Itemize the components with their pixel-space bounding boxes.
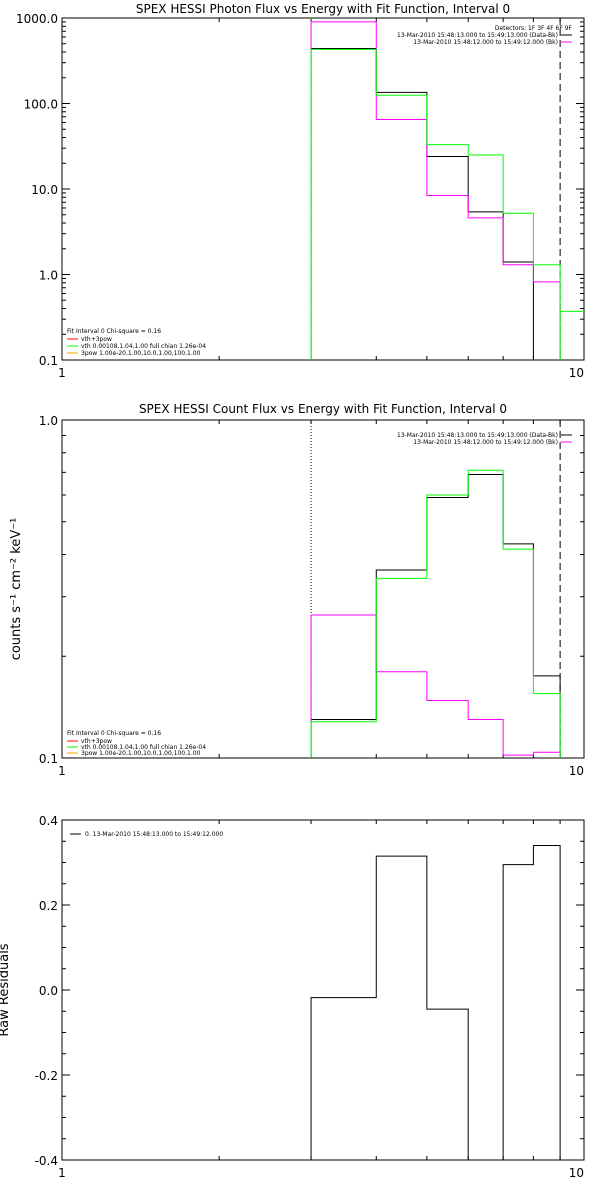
series-1-step-line bbox=[310, 614, 561, 758]
x-tick-label: 1 bbox=[58, 1166, 66, 1180]
y-tick-label: 0.0 bbox=[39, 984, 58, 998]
legend-bottom: Fit Interval 0 Chi-square = 0.16 vth+3po… bbox=[67, 328, 206, 357]
y-tick-label: 1.0 bbox=[39, 414, 58, 428]
legend-top: 13-Mar-2010 15:48:13.000 to 15:49:13.000… bbox=[397, 432, 572, 446]
legend-3pow: 3pow 1.00e-20,1.00,10.0,1.00,100,1.00 bbox=[81, 350, 201, 357]
y-tick-label: -0.2 bbox=[35, 1069, 58, 1083]
chart-title: SPEX HESSI Count Flux vs Energy with Fit… bbox=[139, 402, 507, 416]
legend-entry-data-bk: 13-Mar-2010 15:48:13.000 to 15:49:13.000… bbox=[397, 32, 558, 39]
plot-frame bbox=[61, 419, 585, 759]
x-tick-label: 10 bbox=[569, 366, 584, 380]
legend-entry-residual: 0. 13-Mar-2010 15:48:13.000 to 15:49:12.… bbox=[85, 831, 223, 838]
y-tick-label: 0.2 bbox=[39, 899, 58, 913]
legend-entry-bk: 13-Mar-2010 15:48:12.000 to 15:49:12.000… bbox=[413, 439, 558, 446]
legend-3pow: 3pow 1.00e-20,1.00,10.0,1.00,100,1.00 bbox=[81, 750, 201, 757]
legend-fit-interval: Fit Interval 0 Chi-square = 0.16 bbox=[67, 328, 161, 335]
legend-entry-bk: 13-Mar-2010 15:48:12.000 to 15:49:12.000… bbox=[413, 39, 558, 46]
legend-top: Detectors: 1F 3F 4F 6F 9F 13-Mar-2010 15… bbox=[397, 25, 573, 46]
legend-vth3pow: vth+3pow bbox=[81, 738, 112, 745]
y-axis-label: counts s⁻¹ cm⁻² keV⁻¹ bbox=[9, 518, 24, 661]
y-tick-label: 1.0 bbox=[39, 269, 58, 283]
y-axis-label: Raw Residuals bbox=[0, 943, 12, 1036]
model-extra-bin bbox=[559, 310, 584, 360]
series-0-step-line bbox=[310, 845, 561, 1160]
x-tick-label: 10 bbox=[569, 764, 584, 778]
y-tick-label: 0.1 bbox=[39, 354, 58, 368]
legend-top: 0. 13-Mar-2010 15:48:13.000 to 15:49:12.… bbox=[70, 831, 223, 838]
x-tick-label: 10 bbox=[569, 1166, 584, 1180]
series-0-step-line bbox=[310, 47, 534, 360]
legend-vth: vth 0.00108,1.04,1.00 full chian 1.26e-0… bbox=[81, 343, 206, 350]
series-2-step-line bbox=[310, 469, 561, 758]
series-1-step-line bbox=[310, 21, 561, 360]
series-0-step-line bbox=[310, 473, 561, 758]
y-tick-label: 0.4 bbox=[39, 814, 58, 828]
legend-vth: vth 0.00108,1.04,1.00 full chian 1.26e-0… bbox=[81, 744, 206, 751]
panel-photon-flux: SPEX HESSI Photon Flux vs Energy with Fi… bbox=[16, 2, 585, 380]
plot-frame bbox=[61, 17, 585, 361]
legend-fit-interval: Fit Interval 0 Chi-square = 0.16 bbox=[67, 730, 161, 737]
plot-frame bbox=[61, 819, 585, 1161]
panel-residuals: Raw Residuals 1 10 -0.4 -0.2 0.0 0.2 0.4 0. 13… bbox=[0, 814, 585, 1180]
legend-bottom: Fit Interval 0 Chi-square = 0.16 vth+3po… bbox=[67, 730, 206, 757]
chart-title: SPEX HESSI Photon Flux vs Energy with Fi… bbox=[136, 2, 510, 16]
y-tick-label: 0.1 bbox=[39, 752, 58, 766]
x-tick-label: 1 bbox=[58, 366, 66, 380]
series-2-step-line bbox=[310, 48, 561, 360]
legend-detectors: Detectors: 1F 3F 4F 6F 9F bbox=[495, 25, 573, 32]
y-tick-label: 10.0 bbox=[31, 183, 58, 197]
legend-entry-data-bk: 13-Mar-2010 15:48:13.000 to 15:49:13.000… bbox=[397, 432, 558, 439]
y-tick-label: -0.4 bbox=[35, 1154, 58, 1168]
legend-vth3pow: vth+3pow bbox=[81, 336, 112, 343]
y-tick-label: 100.0 bbox=[24, 98, 58, 112]
y-tick-label: 1000.0 bbox=[16, 12, 58, 26]
panel-count-flux: SPEX HESSI Count Flux vs Energy with Fit… bbox=[9, 402, 585, 778]
x-tick-label: 1 bbox=[58, 764, 66, 778]
